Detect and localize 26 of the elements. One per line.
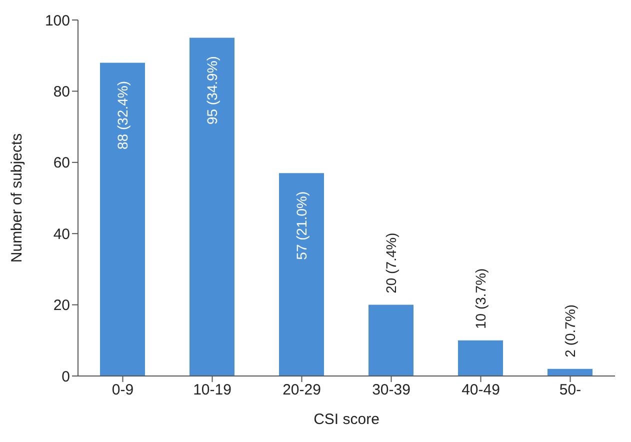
data-label: 10 (3.7%) [472,268,488,329]
x-tick-label: 0-9 [112,382,134,399]
x-axis-title: CSI score [314,411,380,428]
x-tick-label: 10-19 [193,382,232,399]
bar [458,340,503,376]
y-tick-label: 100 [44,12,70,30]
y-tick-label: 80 [53,84,70,101]
bar [100,62,145,376]
y-tick-label: 0 [62,368,70,386]
y-axis-title: Number of subjects [8,133,26,263]
x-tick-label: 30-39 [372,382,410,399]
bar [279,173,324,376]
y-tick-label: 60 [53,154,70,172]
bar [548,368,592,376]
bar [190,38,234,376]
y-tick-label: 20 [53,297,70,314]
x-tick-label: 20-29 [282,382,321,399]
y-tick-label: 40 [53,226,70,243]
data-label: 2 (0.7%) [562,304,578,358]
data-label: 57 (21.0%) [294,191,310,260]
bar [368,304,414,376]
data-label: 95 (34.9%) [204,56,220,125]
data-label: 20 (7.4%) [383,232,399,294]
data-label: 88 (32.4%) [114,80,130,150]
x-tick-label: 50- [559,382,582,399]
x-tick-label: 40-49 [462,382,500,399]
